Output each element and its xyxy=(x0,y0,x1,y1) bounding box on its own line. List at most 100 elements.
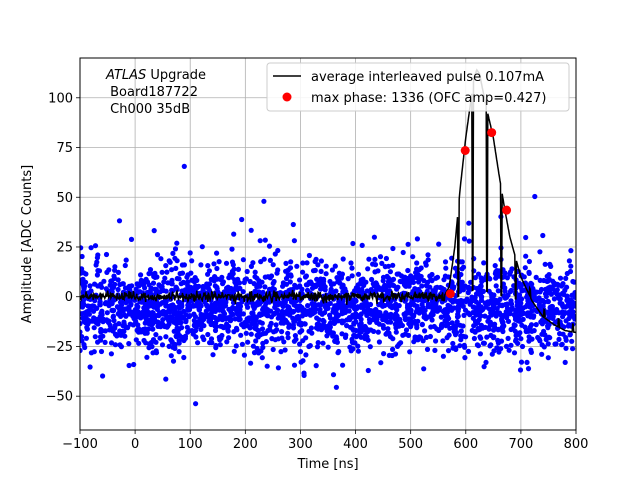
noise-point xyxy=(526,269,532,275)
noise-point xyxy=(164,323,170,329)
noise-point xyxy=(471,335,477,342)
noise-point xyxy=(299,328,305,334)
noise-point xyxy=(244,268,250,275)
noise-point xyxy=(366,316,373,323)
noise-point xyxy=(336,298,342,305)
noise-point xyxy=(272,337,278,343)
noise-point xyxy=(149,314,155,321)
noise-point xyxy=(233,343,239,349)
noise-point xyxy=(477,351,483,357)
noise-point xyxy=(403,327,410,333)
noise-point xyxy=(458,300,464,306)
noise-point xyxy=(568,304,574,310)
noise-point xyxy=(451,284,457,290)
noise-point xyxy=(440,338,446,344)
noise-point xyxy=(340,362,346,368)
noise-point xyxy=(216,259,222,265)
noise-point xyxy=(564,303,570,309)
noise-point xyxy=(465,290,471,296)
noise-point xyxy=(250,310,256,316)
y-tick-label: 75 xyxy=(56,141,73,156)
noise-point xyxy=(180,279,186,285)
noise-point xyxy=(164,269,170,275)
noise-point xyxy=(176,349,182,355)
noise-point xyxy=(500,324,506,330)
noise-point xyxy=(221,325,227,331)
noise-point xyxy=(303,352,309,358)
noise-point xyxy=(532,193,538,200)
noise-point xyxy=(460,264,467,270)
noise-point xyxy=(432,288,438,294)
noise-point xyxy=(563,345,569,351)
noise-point xyxy=(94,319,100,325)
noise-point xyxy=(88,350,94,356)
noise-point xyxy=(205,313,211,319)
noise-point xyxy=(358,280,364,286)
noise-point xyxy=(519,322,525,328)
noise-point xyxy=(168,337,174,343)
noise-point xyxy=(542,261,548,267)
noise-point xyxy=(318,268,324,274)
noise-point xyxy=(283,260,289,266)
noise-point xyxy=(163,334,169,340)
noise-point xyxy=(495,288,501,294)
noise-point xyxy=(307,343,313,349)
noise-point xyxy=(226,275,232,281)
noise-point xyxy=(251,281,257,287)
noise-point xyxy=(392,312,398,318)
noise-point xyxy=(539,351,545,357)
noise-point xyxy=(217,337,223,343)
noise-point xyxy=(181,163,187,169)
noise-point xyxy=(438,323,445,329)
noise-point xyxy=(537,249,543,255)
noise-point xyxy=(172,345,178,351)
noise-point xyxy=(332,263,338,269)
noise-point xyxy=(514,307,520,313)
noise-point xyxy=(190,303,196,309)
noise-point xyxy=(195,340,201,346)
noise-point xyxy=(512,328,518,334)
noise-point xyxy=(282,347,288,353)
noise-point xyxy=(554,309,561,315)
noise-point xyxy=(390,336,396,342)
noise-point xyxy=(236,317,242,323)
max-phase-point xyxy=(445,289,455,299)
noise-point xyxy=(419,322,425,328)
noise-point xyxy=(429,298,435,304)
noise-point xyxy=(383,255,389,262)
noise-point xyxy=(346,315,352,321)
noise-point xyxy=(240,289,246,295)
noise-point xyxy=(170,358,177,364)
noise-point xyxy=(317,308,323,314)
noise-point xyxy=(318,276,324,282)
x-tick-label: 100 xyxy=(178,437,203,452)
noise-point xyxy=(245,339,251,345)
noise-point xyxy=(150,280,157,286)
noise-point xyxy=(80,347,83,354)
noise-point xyxy=(80,300,86,306)
noise-point xyxy=(267,275,273,281)
noise-point xyxy=(187,313,193,319)
max-phase-point xyxy=(502,205,512,215)
noise-point xyxy=(290,322,296,328)
noise-point xyxy=(229,268,235,275)
noise-point xyxy=(184,324,190,330)
noise-point xyxy=(163,303,169,309)
noise-point xyxy=(138,315,144,321)
annotation-upgrade: Upgrade xyxy=(146,68,206,83)
noise-point xyxy=(541,277,547,284)
noise-point xyxy=(523,253,529,259)
noise-point xyxy=(443,323,449,329)
noise-point xyxy=(211,278,217,284)
noise-point xyxy=(131,361,137,368)
noise-point xyxy=(220,279,226,285)
noise-point xyxy=(458,337,464,343)
noise-point xyxy=(206,287,212,293)
noise-point xyxy=(547,284,553,290)
noise-point xyxy=(524,359,530,365)
noise-point xyxy=(108,351,114,357)
noise-point xyxy=(199,323,205,329)
noise-point xyxy=(390,282,396,288)
noise-point xyxy=(353,311,359,317)
noise-point xyxy=(84,324,90,330)
